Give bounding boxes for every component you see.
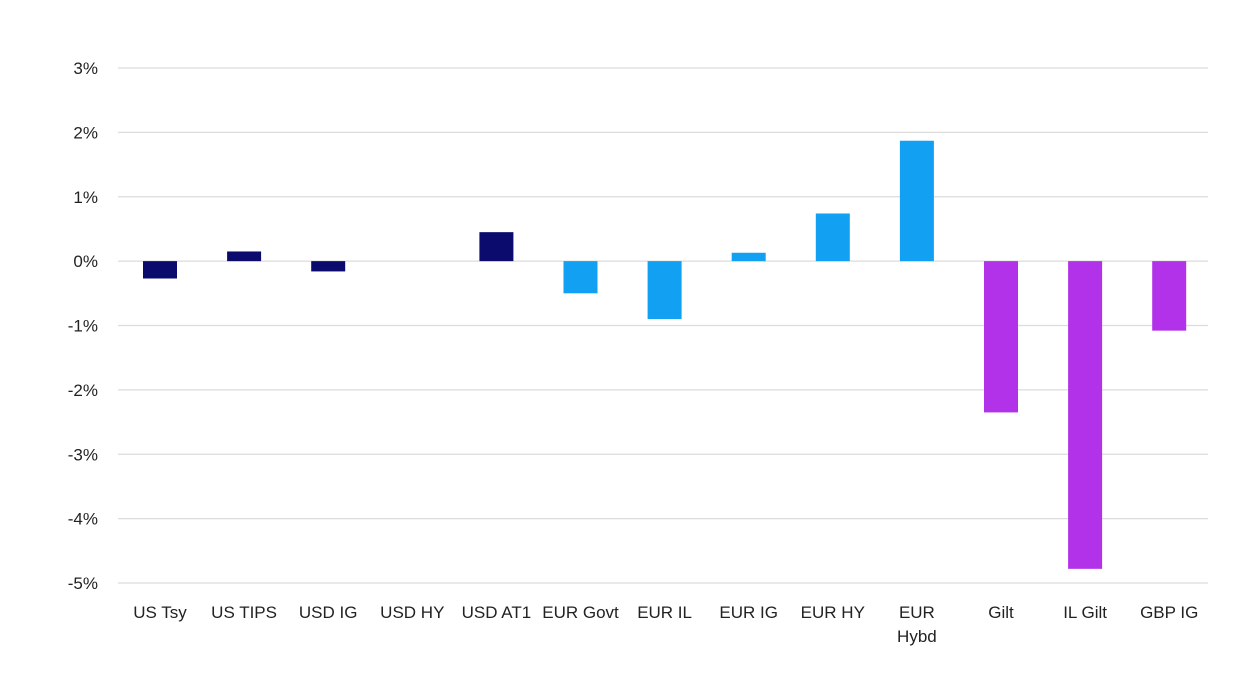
y-tick-label: 1% — [73, 188, 98, 207]
x-category-label: Gilt — [988, 603, 1014, 622]
bar — [479, 232, 514, 262]
x-category-label: IL Gilt — [1063, 603, 1107, 622]
y-tick-label: 2% — [73, 123, 98, 142]
bar — [143, 261, 177, 279]
y-tick-label: -1% — [68, 317, 98, 336]
x-category-label: EUR IL — [637, 603, 692, 622]
bar — [1068, 261, 1103, 569]
bar — [899, 140, 934, 262]
bar — [563, 261, 598, 294]
x-category-label: USD AT1 — [462, 603, 532, 622]
bar — [815, 213, 850, 262]
bar — [227, 251, 262, 262]
x-category-label: EUR Govt — [542, 603, 619, 622]
y-tick-label: 0% — [73, 252, 98, 271]
y-tick-label: -2% — [68, 381, 98, 400]
bar — [647, 261, 682, 320]
bar — [1152, 261, 1187, 331]
x-category-label: EUR HY — [801, 603, 865, 622]
x-category-label: EUR IG — [719, 603, 778, 622]
x-category-label: US TIPS — [211, 603, 277, 622]
bars — [143, 140, 1187, 569]
bar — [984, 261, 1018, 413]
bar — [311, 261, 346, 272]
y-tick-label: -3% — [68, 445, 98, 464]
y-tick-label: -5% — [68, 574, 98, 593]
x-category-label: USD IG — [299, 603, 358, 622]
x-category-label: USD HY — [380, 603, 444, 622]
x-axis-category-labels: US Tsy US TIPS USD IG USD HY USD AT1 EUR Govt… — [133, 603, 1198, 646]
x-category-label: Hybd — [897, 627, 937, 646]
x-category-label: US Tsy — [133, 603, 187, 622]
x-category-label: GBP IG — [1140, 603, 1198, 622]
y-tick-label: -4% — [68, 510, 98, 529]
y-tick-label: 3% — [73, 59, 98, 78]
y-axis-tick-labels: 3% 2% 1% 0% -1% -2% -3% -4% -5% — [68, 59, 98, 593]
gridlines — [118, 67, 1208, 584]
bar — [731, 252, 766, 262]
x-category-label: EUR — [899, 603, 935, 622]
